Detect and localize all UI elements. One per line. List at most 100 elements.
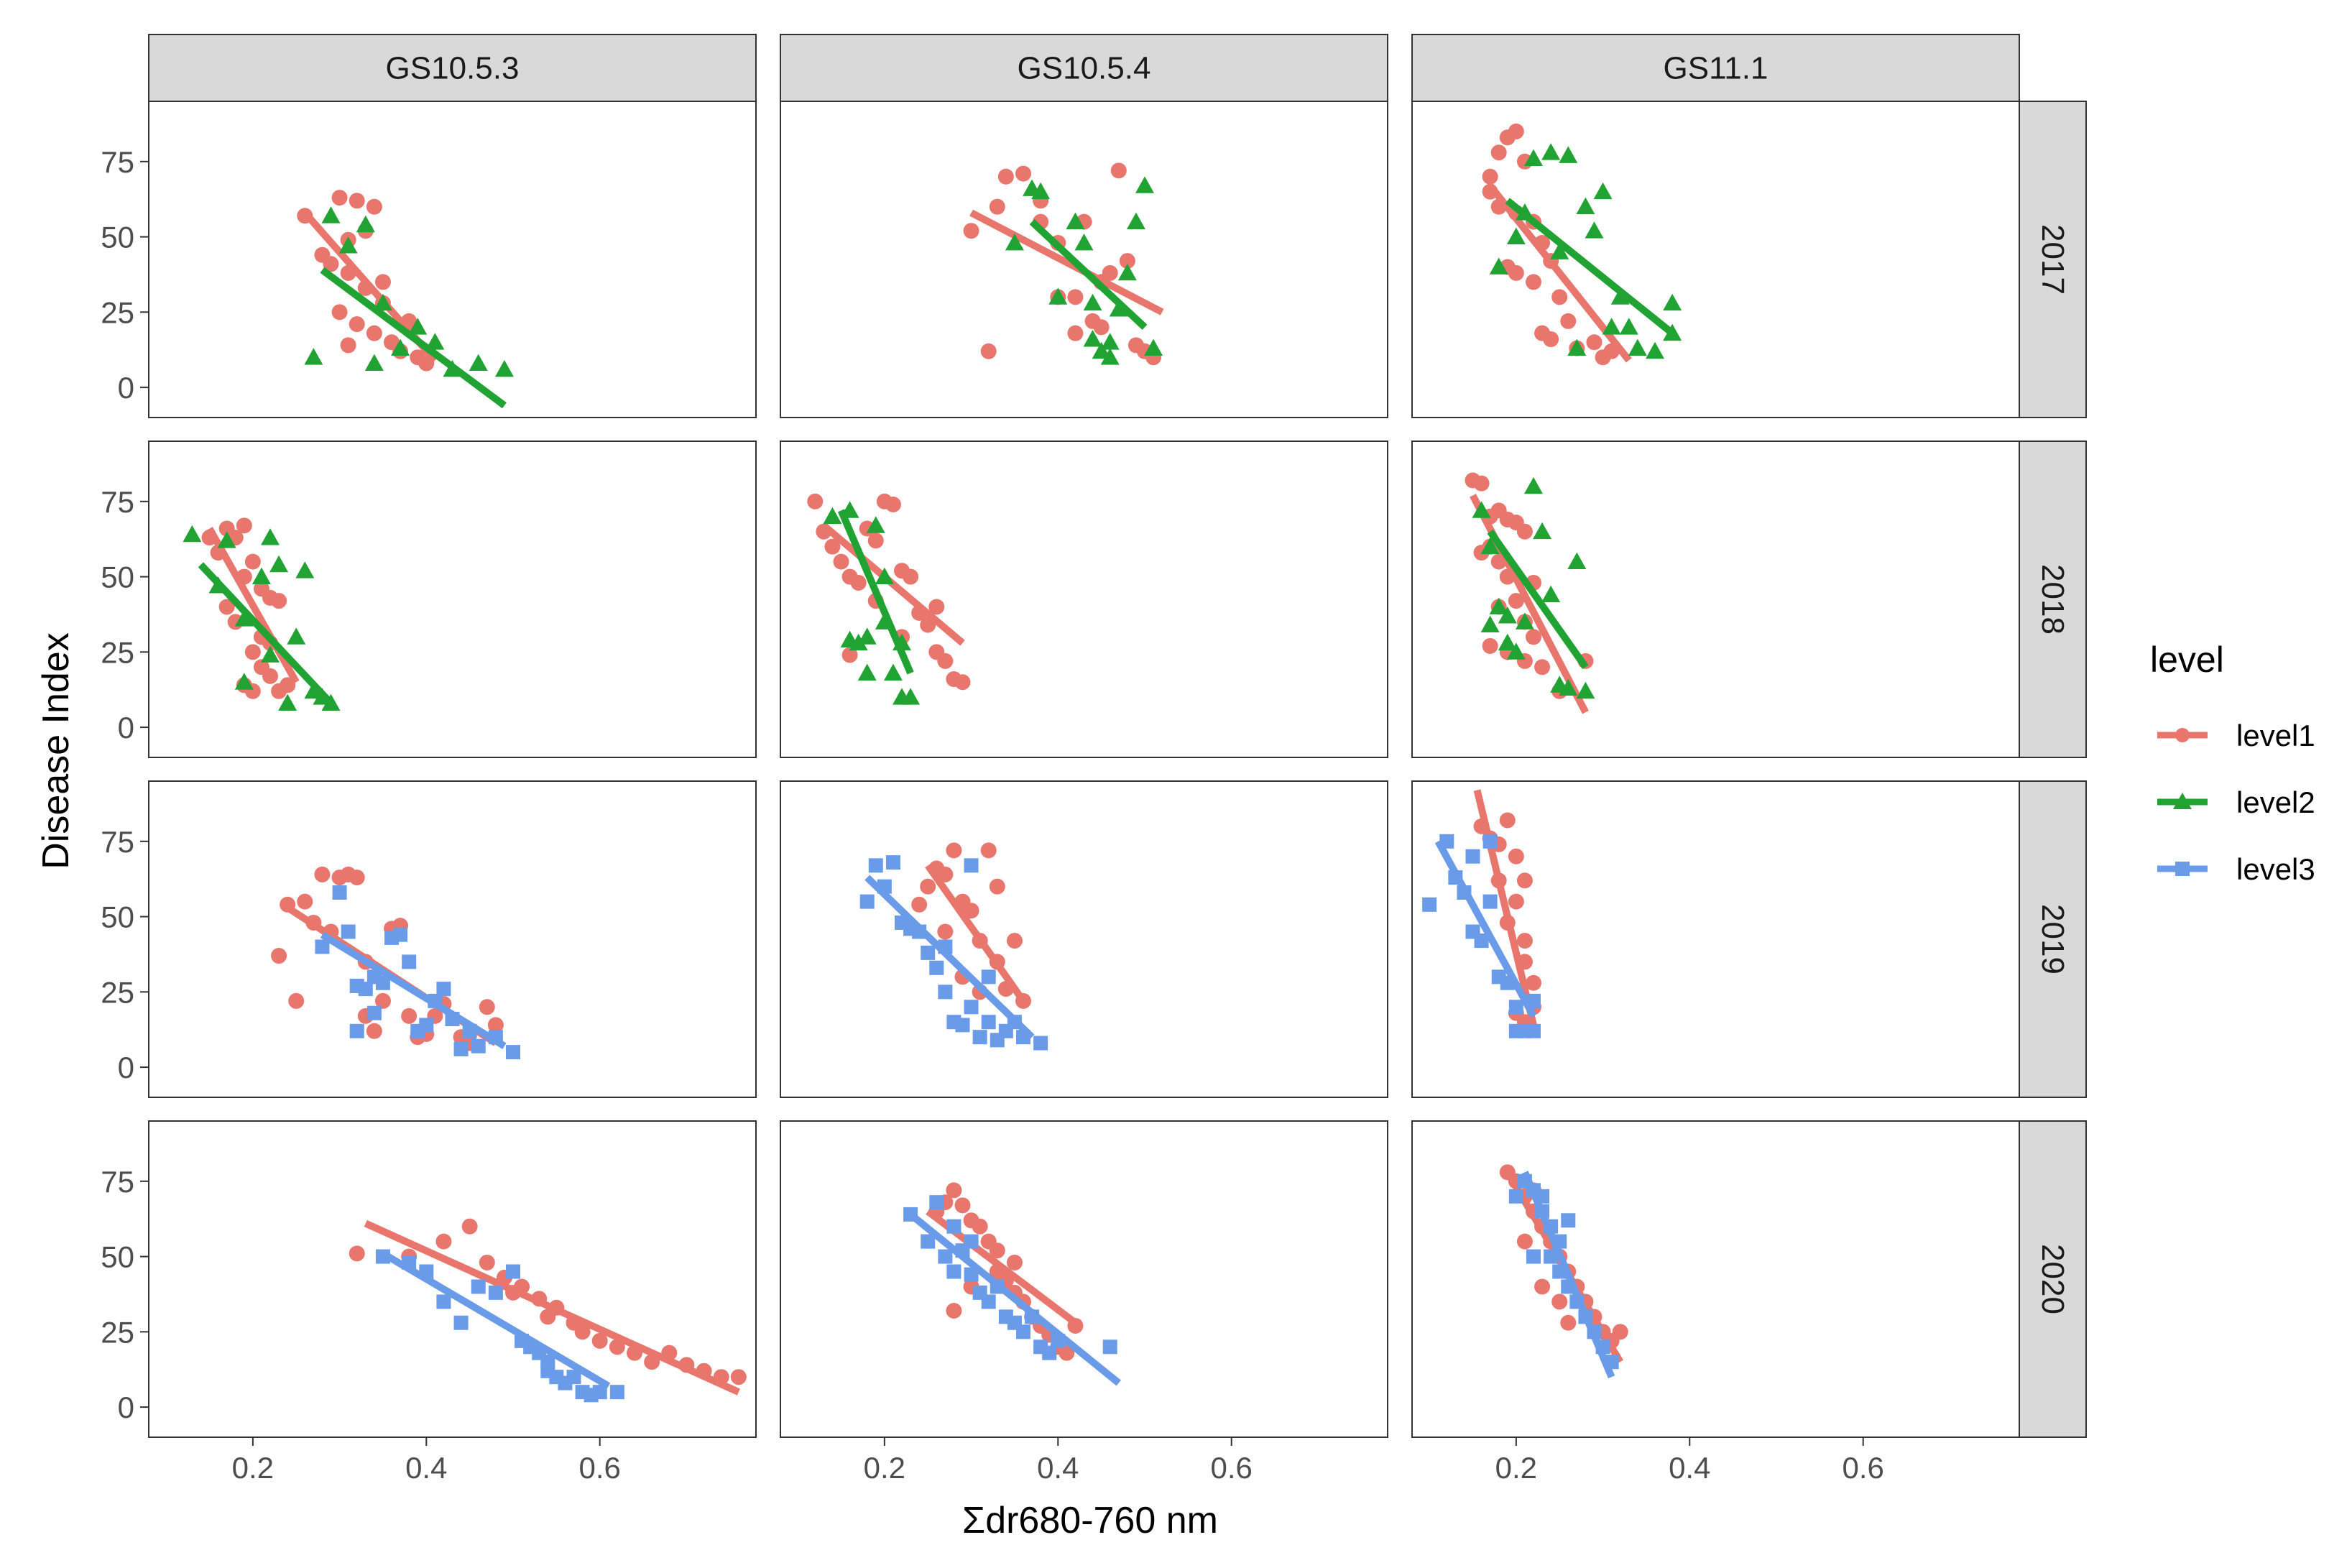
data-point-level3 [540, 1355, 555, 1370]
data-point-level3 [419, 1018, 434, 1033]
panel [780, 441, 1388, 758]
data-point-level1 [833, 553, 849, 570]
fit-line-level1 [925, 863, 1027, 1003]
data-point-level1 [730, 1369, 747, 1385]
data-point-level3 [938, 984, 953, 1000]
data-point-level1 [1516, 1233, 1533, 1250]
data-point-level1 [1119, 253, 1135, 269]
data-point-level1 [349, 870, 365, 886]
data-point-level2 [1559, 146, 1578, 163]
legend-label: level3 [2236, 852, 2315, 886]
data-point-level3 [1465, 849, 1480, 864]
data-point-level3 [592, 1385, 607, 1400]
fit-line-level3 [381, 1250, 611, 1390]
y-tick-label: 50 [101, 561, 134, 594]
data-point-level3 [964, 1234, 979, 1249]
data-point-level2 [1506, 227, 1526, 244]
fit-line-level3 [1521, 1171, 1615, 1379]
data-point-level3 [488, 1285, 503, 1300]
data-point-level1 [911, 896, 928, 913]
x-tick-label: 0.2 [1495, 1451, 1537, 1485]
x-tick-label: 0.2 [864, 1451, 905, 1485]
data-point-level1 [1534, 659, 1551, 675]
data-point-level3 [946, 1264, 961, 1279]
data-point-level1 [1006, 933, 1023, 949]
y-tick-label: 75 [101, 1165, 134, 1199]
y-tick-label: 50 [101, 221, 134, 254]
data-point-level3 [885, 855, 900, 870]
panel [780, 101, 1388, 418]
column-strip [1411, 34, 2020, 102]
legend-item: level2 [2157, 785, 2315, 819]
panel [1411, 1120, 2020, 1438]
data-point-level3 [938, 1249, 953, 1264]
data-point-level1 [1612, 1324, 1628, 1340]
data-point-level2 [1585, 221, 1604, 239]
column-strip-label: GS11.1 [1664, 51, 1768, 86]
data-point-level3 [1508, 1000, 1523, 1015]
data-point-level2 [269, 555, 289, 573]
data-point-level1 [262, 668, 278, 684]
fit-line-level3 [320, 931, 507, 1050]
x-axis-title: Σdr680-760 nm [962, 1500, 1218, 1541]
data-point-level2 [857, 663, 877, 681]
data-point-level1 [1551, 1293, 1568, 1310]
data-point-level1 [972, 1218, 988, 1235]
data-point-level2 [866, 516, 885, 533]
fit-line-level2 [1487, 529, 1589, 670]
panel-frame [780, 101, 1388, 418]
axes: 0 25 50 75 0 25 50 75 0 25 50 75 0 25 50 75 0.2 0.4 0.6 0.2… [101, 145, 1884, 1485]
data-point-level1 [1595, 349, 1611, 366]
data-point-level2 [1663, 293, 1682, 311]
data-point-level1 [540, 1309, 556, 1325]
data-point-level1 [1015, 165, 1031, 182]
data-point-level3 [332, 885, 347, 900]
data-point-level1 [1534, 1278, 1551, 1295]
data-point-level1 [920, 878, 936, 895]
data-point-level3 [981, 1294, 996, 1309]
data-point-level1 [297, 893, 313, 910]
data-point-level3 [868, 858, 883, 873]
data-point-level1 [1482, 637, 1498, 654]
data-point-level3 [1526, 1249, 1541, 1264]
panel-frame [1411, 780, 2020, 1098]
data-point-level2 [1524, 149, 1543, 167]
panel [148, 441, 757, 758]
data-point-level2 [1126, 212, 1145, 230]
data-point-level2 [875, 567, 894, 584]
data-point-level1 [1490, 144, 1507, 161]
panel-frame [1411, 441, 2020, 758]
data-point-level1 [1543, 331, 1559, 348]
legend-label: level1 [2236, 719, 2315, 752]
panel-frame [780, 1120, 1388, 1438]
data-point-level1 [1526, 974, 1541, 991]
panel [1411, 441, 2020, 758]
data-point-level3 [921, 945, 936, 960]
data-point-level2 [425, 333, 445, 350]
data-point-level1 [366, 325, 382, 341]
data-point-level1 [1508, 123, 1524, 139]
data-point-level1 [1067, 289, 1084, 305]
data-point-level3 [366, 1005, 382, 1020]
data-point-level3 [341, 924, 356, 939]
data-point-level1 [980, 842, 997, 859]
row-strip [2019, 441, 2087, 758]
data-point-level2 [823, 507, 842, 525]
panel-frame [780, 780, 1388, 1098]
data-point-level1 [401, 1007, 418, 1024]
data-point-level1 [574, 1324, 591, 1340]
panel-frame [148, 1120, 757, 1438]
data-point-level1 [989, 1242, 1005, 1259]
data-point-level2 [1472, 501, 1491, 518]
data-point-level1 [937, 923, 954, 940]
data-point-level3 [506, 1264, 520, 1279]
data-point-level3 [1544, 1249, 1559, 1264]
data-point-level3 [929, 1195, 944, 1210]
column-strip [148, 34, 757, 102]
legend: level level1 level2 level3 [2150, 640, 2315, 886]
y-tick-label: 0 [118, 711, 134, 744]
y-tick-label: 25 [101, 1315, 134, 1349]
data-point-level2 [469, 354, 488, 371]
data-point-level1 [1516, 872, 1533, 889]
data-point-level2 [1576, 197, 1595, 215]
